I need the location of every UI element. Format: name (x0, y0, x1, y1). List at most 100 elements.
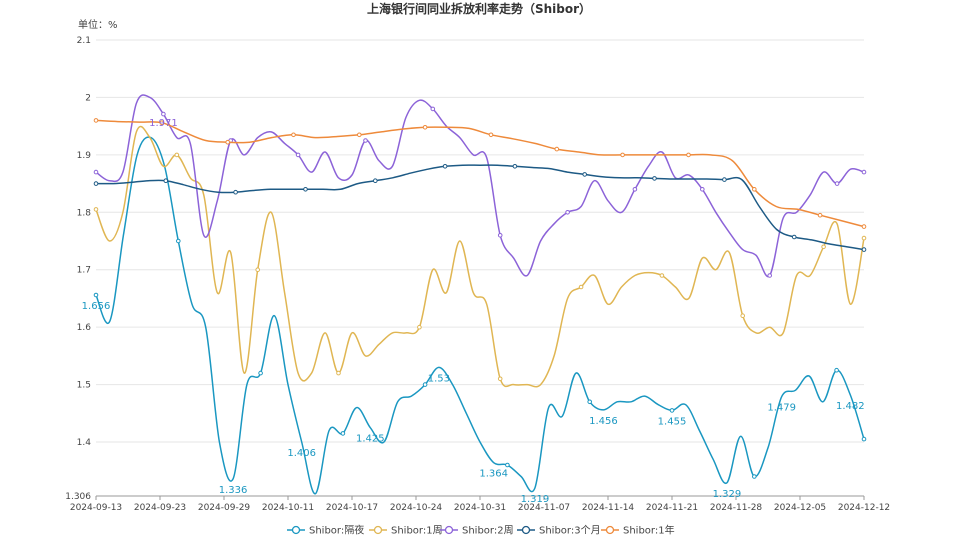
data-point (497, 376, 503, 382)
series-4 (93, 118, 867, 229)
x-tick-label: 2024-10-11 (262, 503, 314, 513)
data-point (373, 178, 378, 183)
series-line (95, 164, 865, 251)
data-label: 1.329 (713, 489, 742, 500)
legend-item[interactable]: Shibor:隔夜 (287, 524, 364, 537)
series-line (95, 136, 865, 495)
x-tick-label: 2024-10-31 (454, 503, 506, 513)
series-line (95, 125, 865, 388)
data-point (620, 152, 625, 158)
data-point (817, 212, 823, 218)
data-point (93, 207, 99, 212)
data-point (295, 152, 301, 158)
data-point (554, 146, 560, 152)
data-point (93, 118, 99, 123)
data-label: 1.456 (589, 416, 618, 427)
x-tick-label: 2024-11-07 (518, 503, 570, 513)
data-point (422, 125, 428, 130)
data-point (93, 169, 99, 175)
y-axis: 1.306 1.4 1.5 1.6 1.7 1.8 1.9 2 2.1 (65, 36, 91, 502)
x-tick-label: 2024-11-14 (582, 503, 635, 513)
data-point (632, 187, 638, 192)
series-0 (93, 136, 867, 495)
series-group (93, 94, 867, 495)
data-point (505, 462, 510, 468)
x-tick-label: 2024-09-23 (134, 503, 186, 513)
series-line (95, 94, 865, 278)
data-point (488, 132, 494, 138)
data-point (357, 132, 362, 138)
data-label: 1.364 (479, 469, 508, 480)
x-tick-label: 2024-10-17 (326, 503, 378, 513)
data-point (442, 164, 448, 169)
data-labels: 1.656 1.336 1.406 1.425 1.53 1.364 1.319 1.456 1… (82, 118, 865, 505)
y-tick-label: 2 (85, 93, 91, 103)
legend-label: Shibor:1年 (623, 524, 675, 537)
data-point (686, 152, 691, 158)
data-point (861, 247, 867, 252)
y-tick-label: 1.9 (77, 151, 92, 161)
data-label: 1.479 (767, 403, 796, 414)
y-tick-label: 1.4 (77, 438, 92, 448)
data-point (861, 224, 867, 229)
data-point (303, 187, 308, 192)
series-line (95, 119, 865, 228)
data-label: 1.971 (149, 118, 178, 129)
data-point (740, 313, 746, 319)
data-point (93, 181, 99, 186)
grid-lines (96, 39, 864, 497)
data-point (417, 324, 422, 330)
x-tick-label: 2024-09-29 (198, 503, 251, 513)
data-label: 1.425 (356, 434, 385, 445)
legend-marker (605, 525, 615, 535)
legend-item[interactable]: Shibor:1周 (369, 525, 443, 537)
legend-label: Shibor:隔夜 (309, 524, 364, 537)
x-tick-label: 2024-09-13 (70, 503, 122, 513)
data-point (512, 164, 518, 169)
x-tick-label: 2024-11-21 (646, 503, 698, 513)
legend-item[interactable]: Shibor:1年 (601, 524, 675, 537)
data-point (861, 169, 867, 175)
data-point (176, 238, 181, 244)
x-axis: 2024-09-13 2024-09-23 2024-09-29 2024-10-11… (70, 496, 890, 513)
y-tick-label: 1.306 (65, 492, 91, 502)
data-point (587, 399, 593, 405)
data-point (163, 178, 169, 183)
legend-marker (291, 525, 301, 535)
data-point (834, 181, 840, 186)
data-point (422, 382, 428, 387)
y-tick-label: 1.5 (77, 381, 91, 391)
data-label: 1.319 (521, 494, 550, 505)
legend[interactable]: Shibor:隔夜 Shibor:1周 Shibor:2周 Shibor:3个月 Shi… (287, 524, 675, 537)
data-point (861, 235, 867, 241)
legend-item[interactable]: Shibor:3个月 (517, 525, 601, 537)
legend-item[interactable]: Shibor:2周 (440, 525, 514, 537)
data-label: 1.482 (836, 401, 865, 412)
legend-label: Shibor:1周 (391, 525, 443, 537)
series-3 (93, 164, 867, 252)
data-point (430, 106, 436, 112)
y-tick-label: 2.1 (77, 36, 91, 46)
data-point (159, 120, 165, 125)
series-2 (93, 94, 867, 278)
data-point (659, 273, 665, 278)
data-point (861, 436, 867, 442)
data-point (652, 176, 657, 181)
data-point (834, 367, 839, 373)
data-label: 1.406 (287, 448, 316, 459)
data-point (255, 267, 261, 273)
y-tick-label: 1.6 (77, 323, 92, 333)
data-point (791, 234, 797, 240)
legend-label: Shibor:2周 (462, 525, 514, 537)
data-point (497, 233, 503, 238)
data-point (722, 177, 727, 182)
x-tick-label: 2024-10-24 (390, 503, 443, 513)
y-tick-label: 1.7 (77, 266, 91, 276)
x-tick-label: 2024-12-12 (838, 503, 890, 513)
data-point (767, 273, 773, 278)
legend-marker (373, 525, 383, 535)
x-tick-label: 2024-12-05 (774, 503, 826, 513)
data-point (752, 187, 757, 192)
data-label: 1.336 (219, 485, 248, 496)
